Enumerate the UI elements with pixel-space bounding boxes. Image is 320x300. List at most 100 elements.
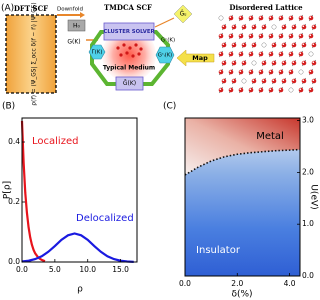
atom-shine (262, 79, 265, 81)
x-tick-label: 4.0 (284, 279, 296, 288)
gij-box (173, 4, 193, 24)
atom (298, 51, 304, 57)
gbar: Ḡ(K) (123, 80, 136, 87)
atom-shine (272, 79, 275, 81)
atom-shine (229, 88, 232, 90)
atom (228, 15, 234, 21)
h0: H₀ (73, 23, 81, 30)
atom-shine (249, 70, 252, 72)
atom (278, 69, 284, 75)
panel-a: (A) DFT SCF ρ(r⃗) = ⟨Ψ_GS| Σ_occ δ(r⃗ − … (1, 2, 317, 106)
atom-shine (272, 61, 275, 63)
gamma: Γ(K) (92, 50, 103, 56)
atom (258, 33, 264, 39)
atom-shine (222, 25, 225, 28)
atom (311, 42, 317, 48)
gc-k: Gᶜ(K) (161, 38, 175, 44)
atom-shine (282, 79, 285, 81)
atom-shine (222, 43, 225, 45)
region-label: Insulator (196, 245, 241, 256)
atom-shine (219, 70, 222, 72)
atom (288, 15, 294, 21)
atom (278, 51, 284, 57)
atom-shine (279, 52, 282, 54)
panel-label: (A) (1, 4, 14, 14)
vacancy (288, 87, 294, 93)
gic-box (155, 46, 175, 64)
atom-shine (292, 61, 295, 63)
atom (291, 42, 297, 48)
atom (218, 87, 224, 93)
atom-shine (249, 16, 252, 19)
atom-shine (309, 16, 312, 19)
atom-shine (239, 70, 242, 72)
atom (241, 24, 247, 30)
atom (268, 69, 274, 75)
atom (248, 87, 254, 93)
atom (258, 69, 264, 75)
atom-shine (289, 52, 292, 54)
atom (311, 60, 317, 66)
atom-shine (232, 61, 235, 63)
atom-shine (252, 43, 255, 45)
vacancy (308, 51, 314, 57)
atom-shine (259, 70, 262, 72)
atom (221, 42, 227, 48)
y-tick-label: 0.4 (8, 137, 20, 146)
atom-shine (269, 16, 272, 19)
atom-shine (239, 16, 242, 19)
plot-frame (184, 117, 301, 277)
vacancy (298, 69, 304, 75)
tmdca-title: TMDCA SCF (104, 3, 152, 12)
atom-shine (232, 43, 235, 45)
h0-box (67, 19, 86, 32)
y-tick-label: 3.0 (302, 116, 314, 125)
atom-shine (299, 52, 302, 54)
atom (251, 42, 257, 48)
atom-shine (279, 70, 282, 72)
atom-shine (302, 61, 305, 63)
gbar-box (115, 76, 144, 91)
atom (308, 69, 314, 75)
y-tick-label: 0.0 (302, 271, 314, 280)
atom-shine (262, 25, 265, 28)
atom-shine (299, 88, 302, 90)
atom-shine (249, 88, 252, 90)
series-label: Localized (32, 136, 78, 147)
downfold-label: Downfold (57, 7, 83, 13)
lattice (218, 14, 317, 94)
atom (268, 87, 274, 93)
atom (271, 42, 277, 48)
atom (248, 15, 254, 21)
atom (308, 15, 314, 21)
atom (301, 24, 307, 30)
atom (281, 42, 287, 48)
series-label: Delocalized (76, 213, 134, 224)
atom (221, 24, 227, 30)
atom (288, 69, 294, 75)
atom (238, 15, 244, 21)
atom (311, 24, 317, 30)
plot-frame (21, 117, 138, 263)
atom (291, 60, 297, 66)
atom (291, 78, 297, 84)
phase-boundary (184, 148, 301, 176)
arrow (154, 17, 175, 28)
atom-shine (309, 70, 312, 72)
gic: Gᶜᵢ(K) (158, 53, 172, 59)
atom (311, 78, 317, 84)
atom (221, 60, 227, 66)
atom-shine (259, 52, 262, 54)
x-tick-label: 15.0 (112, 265, 129, 274)
atom-shine (219, 88, 222, 90)
atom-shine (279, 16, 282, 19)
atom-shine (289, 34, 292, 36)
atom (228, 33, 234, 39)
atom-shine (269, 34, 272, 36)
atom-shine (259, 88, 262, 90)
atom (291, 24, 297, 30)
atom (251, 24, 257, 30)
atom-shine (302, 79, 305, 81)
atom-shine (229, 16, 232, 19)
atom (218, 33, 224, 39)
